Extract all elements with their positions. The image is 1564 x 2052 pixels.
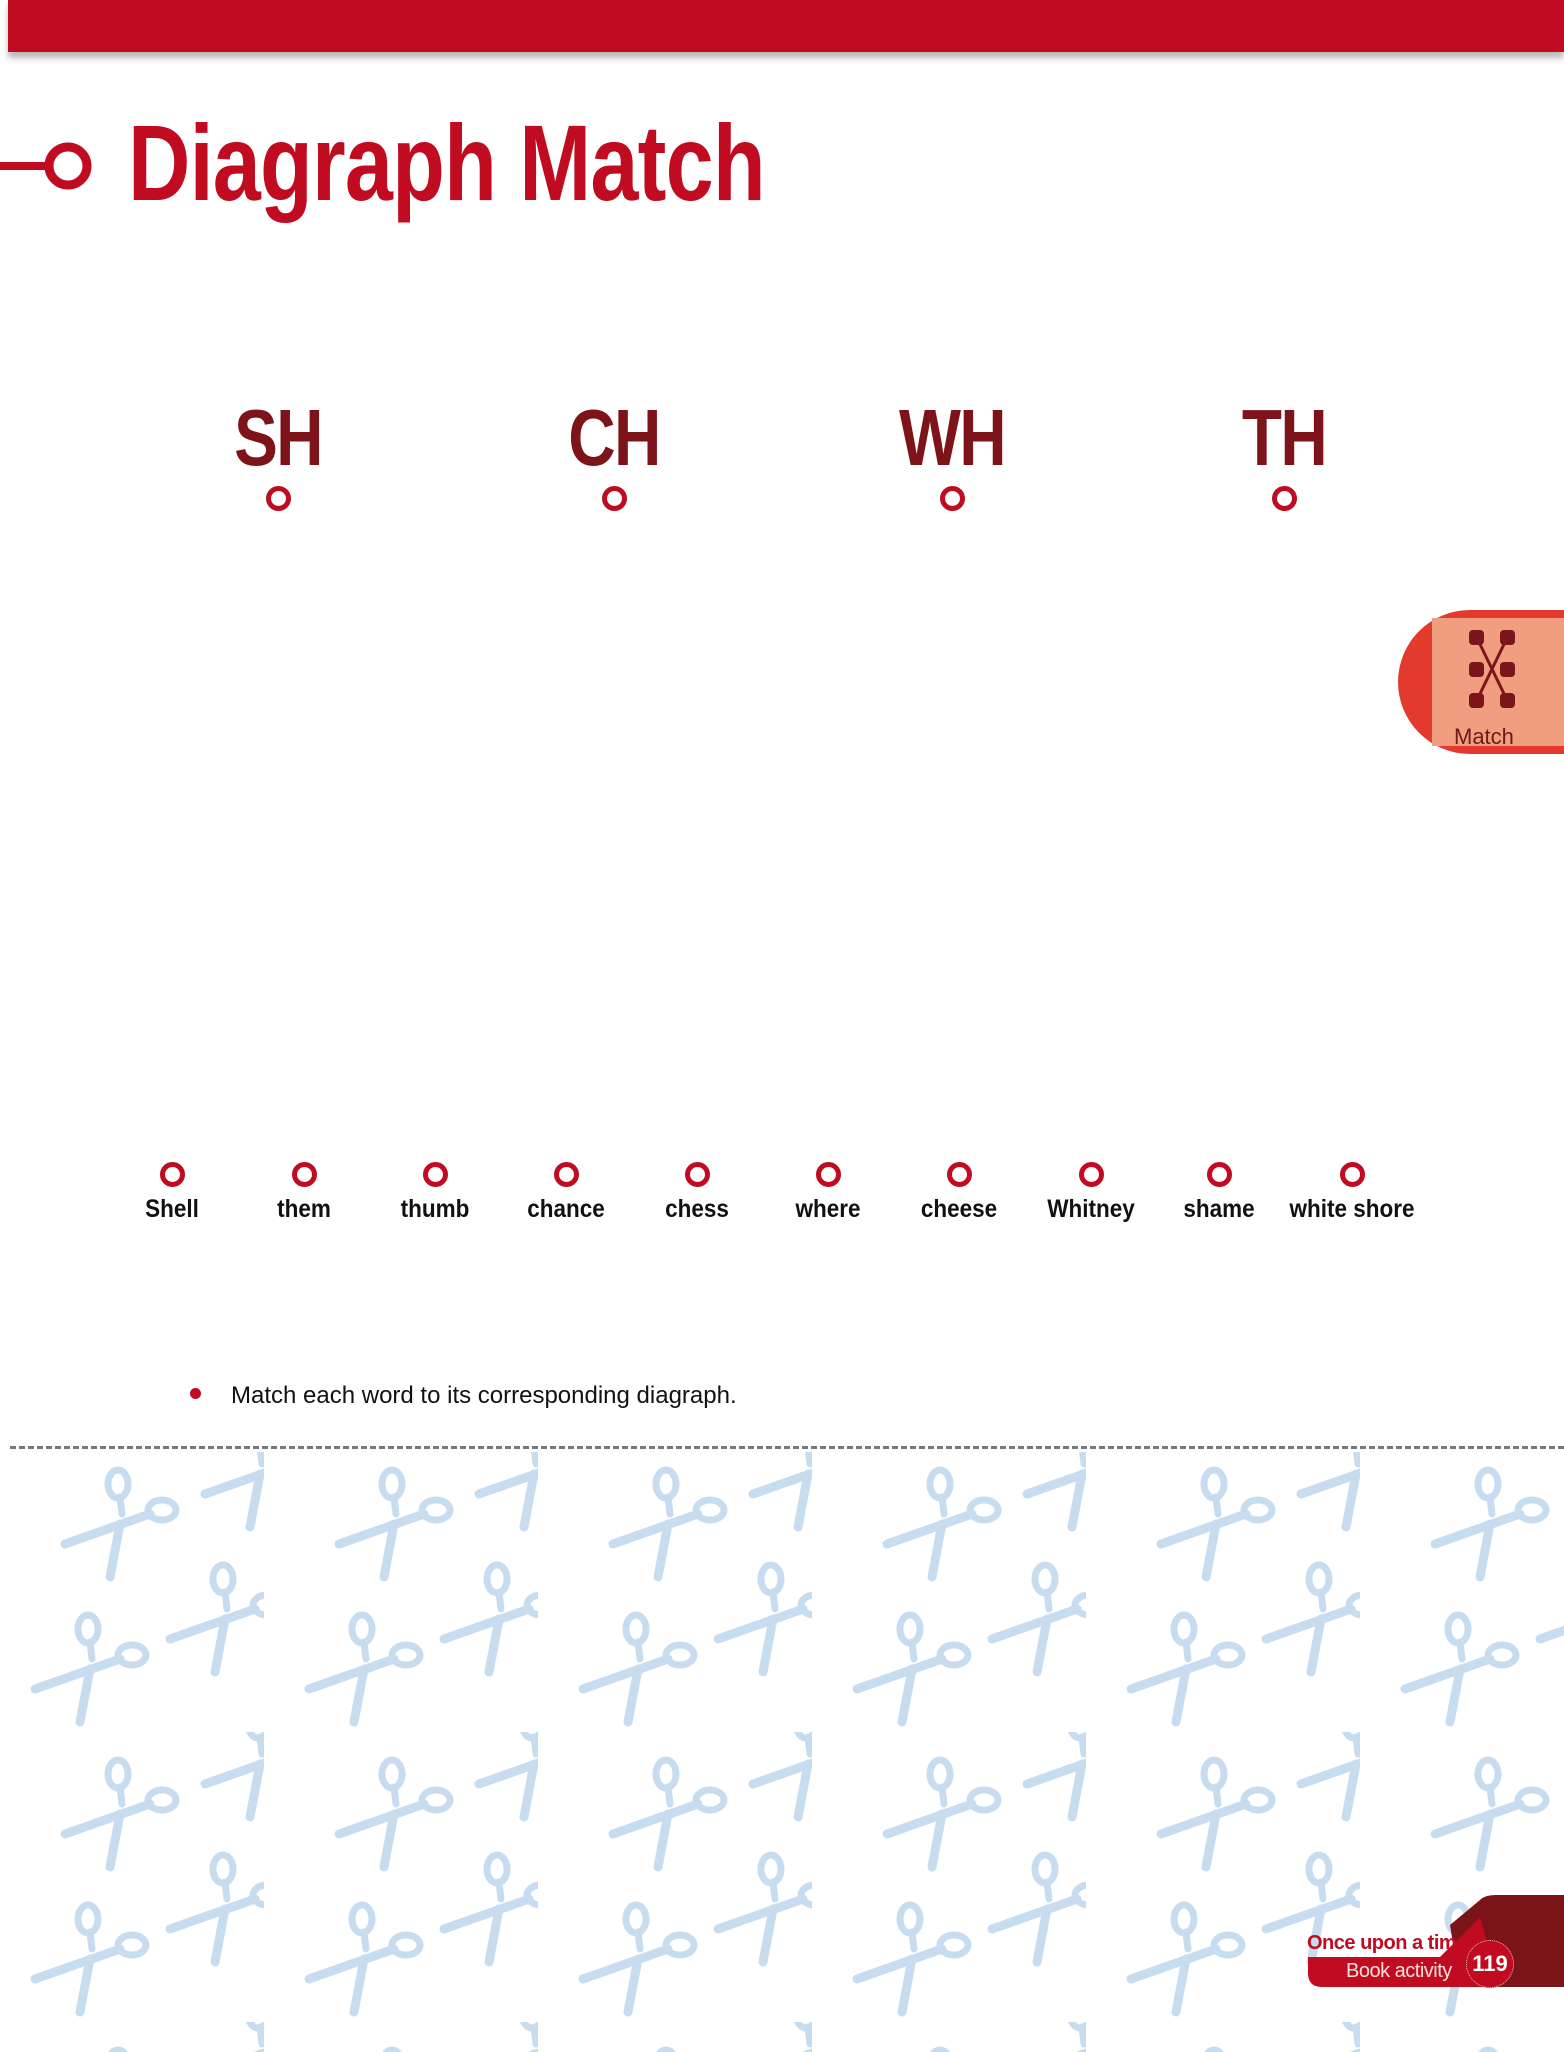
word-item: white shore — [1277, 1162, 1427, 1224]
connector-dot[interactable] — [939, 486, 965, 511]
connector-dot[interactable] — [946, 1162, 972, 1187]
word-item: thumb — [360, 1162, 510, 1224]
instruction-text: Match each word to its corresponding dia… — [231, 1382, 737, 1409]
word-item: chess — [622, 1162, 772, 1224]
page-number: 119 — [1466, 1940, 1514, 1988]
connector-dot[interactable] — [1271, 486, 1297, 511]
diagraph-label: TH — [1241, 393, 1328, 482]
word-label: white shore — [1289, 1195, 1415, 1223]
word-label: them — [277, 1195, 331, 1223]
page-footer-badge: Once upon a time Book activity 119 — [1300, 1895, 1564, 1995]
connector-dot[interactable] — [265, 486, 291, 511]
diagraph-wh: WH — [852, 396, 1052, 511]
diagraph-label: SH — [234, 393, 323, 482]
word-label: where — [795, 1195, 861, 1223]
instruction: Match each word to its corresponding dia… — [190, 1382, 737, 1410]
connector-dot[interactable] — [159, 1162, 185, 1187]
diagraph-label: CH — [568, 393, 661, 482]
word-label: Whitney — [1047, 1195, 1135, 1223]
section-label: Book activity — [1346, 1960, 1452, 1982]
diagraph-sh: SH — [178, 396, 378, 511]
word-label: chess — [665, 1195, 729, 1223]
word-item: Whitney — [1016, 1162, 1166, 1224]
diagraph-label: WH — [898, 393, 1007, 482]
word-label: cheese — [920, 1195, 998, 1223]
match-side-tab: Match — [1398, 610, 1564, 754]
connector-dot[interactable] — [422, 1162, 448, 1187]
word-label: shame — [1183, 1195, 1255, 1223]
word-label: thumb — [400, 1195, 470, 1223]
connector-dot[interactable] — [815, 1162, 841, 1187]
diagraph-th: TH — [1184, 396, 1384, 511]
connector-dot[interactable] — [1078, 1162, 1104, 1187]
word-item: chance — [491, 1162, 641, 1224]
top-banner — [8, 0, 1564, 52]
word-label: Shell — [145, 1195, 199, 1223]
connector-dot[interactable] — [291, 1162, 317, 1187]
tab-label: Match — [1454, 724, 1514, 749]
word-item: where — [753, 1162, 903, 1224]
word-item: cheese — [884, 1162, 1034, 1224]
connector-dot[interactable] — [553, 1162, 579, 1187]
bullet-icon — [190, 1388, 201, 1400]
series-title: Once upon a time — [1307, 1932, 1467, 1954]
word-item: shame — [1144, 1162, 1294, 1224]
word-item: them — [229, 1162, 379, 1224]
word-label: chance — [527, 1195, 605, 1223]
scissors-pattern — [0, 1452, 1564, 2052]
page-title: Diagraph Match — [128, 102, 766, 223]
connector-dot[interactable] — [1206, 1162, 1232, 1187]
match-lines-icon — [1469, 630, 1515, 708]
connector-dot[interactable] — [601, 486, 627, 511]
cut-line — [10, 1446, 1564, 1449]
diagraph-ch: CH — [514, 396, 714, 511]
title-ring-icon — [0, 142, 92, 190]
word-item: Shell — [97, 1162, 247, 1224]
connector-dot[interactable] — [1339, 1162, 1365, 1187]
connector-dot[interactable] — [684, 1162, 710, 1187]
